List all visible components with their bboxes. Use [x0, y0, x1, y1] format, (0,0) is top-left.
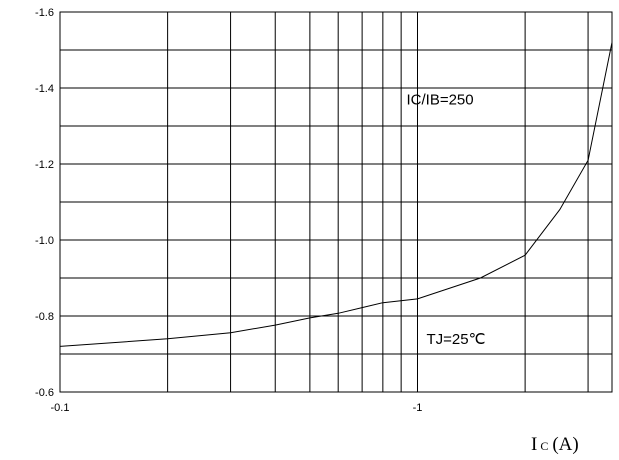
x-axis-label: I C (A): [531, 434, 579, 455]
y-tick-label: -1.0: [35, 235, 54, 247]
annotation-ratio: IC/IB=250: [406, 91, 473, 108]
x-tick-label: -1: [413, 402, 423, 414]
x-axis-label-unit: (A): [552, 434, 578, 455]
y-tick-label: -1.6: [35, 7, 54, 19]
x-axis-label-main: I: [531, 434, 537, 455]
tick-labels: -1.6 -1.4 -1.2 -1.0 -0.8 -0.6 -0.1 -1: [35, 7, 422, 414]
y-tick-label: -1.2: [35, 159, 54, 171]
plot-frame: [59, 11, 613, 393]
x-axis-label-sub: C: [540, 439, 548, 453]
y-tick-label: -0.6: [35, 387, 54, 399]
y-tick-label: -0.8: [35, 311, 54, 323]
x-tick-label: -0.1: [51, 402, 70, 414]
annotation-temperature: TJ=25℃: [426, 331, 485, 348]
series-line: [59, 42, 613, 347]
y-tick-label: -1.4: [35, 83, 54, 95]
grid-lines: [60, 12, 612, 392]
